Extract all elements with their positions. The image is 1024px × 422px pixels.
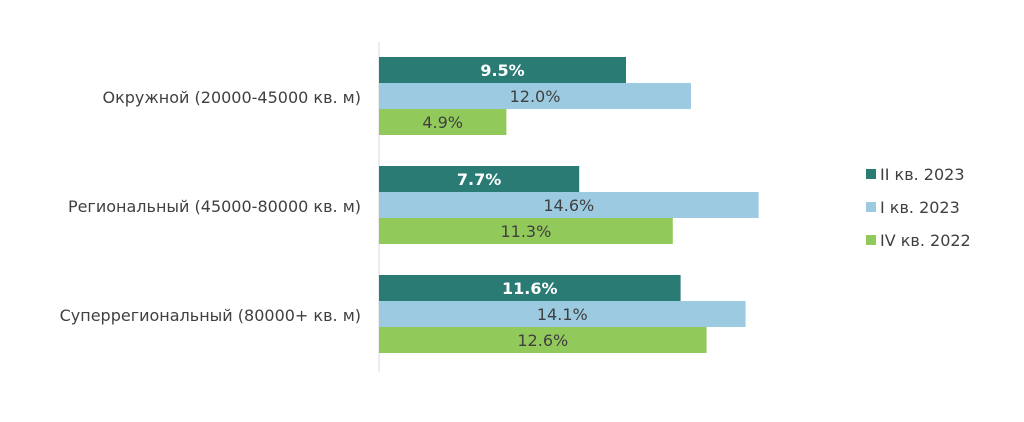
data-label: 11.3% bbox=[500, 222, 551, 241]
data-label: 9.5% bbox=[480, 61, 524, 80]
category-label: Окружной (20000-45000 кв. м) bbox=[102, 88, 361, 107]
legend-label: II кв. 2023 bbox=[880, 165, 965, 184]
bar bbox=[379, 301, 746, 327]
bar bbox=[379, 218, 673, 244]
category-label: Региональный (45000-80000 кв. м) bbox=[68, 197, 361, 216]
legend-label: IV кв. 2022 bbox=[880, 231, 971, 250]
legend-label: I кв. 2023 bbox=[880, 198, 960, 217]
bar bbox=[379, 275, 681, 301]
data-label: 7.7% bbox=[457, 170, 501, 189]
data-label: 14.6% bbox=[543, 196, 594, 215]
data-label: 12.0% bbox=[510, 87, 561, 106]
data-label: 14.1% bbox=[537, 305, 588, 324]
bar bbox=[379, 166, 580, 192]
data-label: 4.9% bbox=[422, 113, 463, 132]
bar bbox=[379, 327, 707, 353]
bar bbox=[379, 57, 626, 83]
legend-swatch bbox=[866, 202, 876, 212]
legend-swatch bbox=[866, 169, 876, 179]
data-label: 11.6% bbox=[502, 279, 558, 298]
bar bbox=[379, 109, 507, 135]
bar bbox=[379, 192, 759, 218]
category-label: Суперрегиональный (80000+ кв. м) bbox=[60, 306, 361, 325]
data-label: 12.6% bbox=[517, 331, 568, 350]
legend-swatch bbox=[866, 235, 876, 245]
bar bbox=[379, 83, 691, 109]
